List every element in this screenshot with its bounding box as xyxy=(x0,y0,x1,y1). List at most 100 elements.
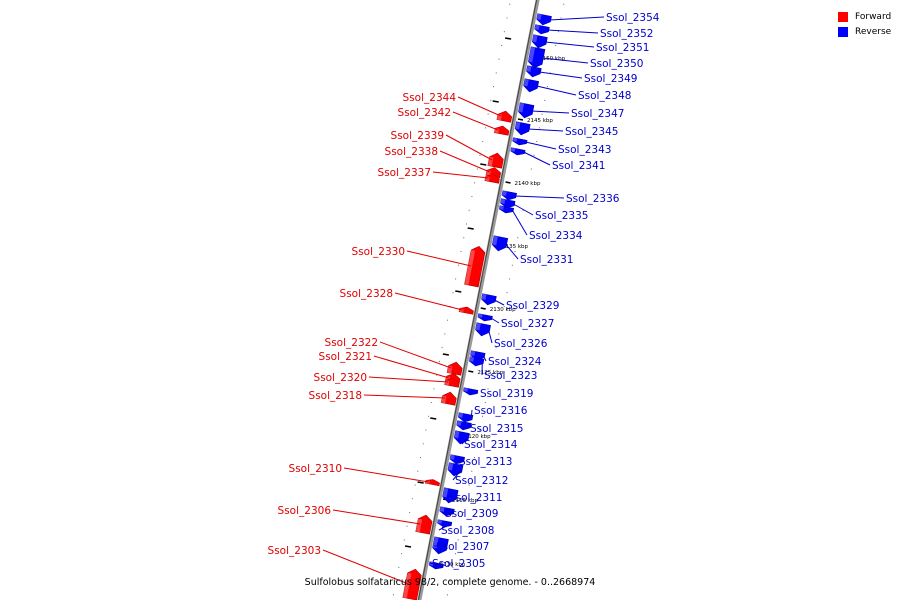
reverse-gene-12-highlight xyxy=(499,205,504,210)
forward-label-0-leader xyxy=(457,96,501,117)
reverse-label-3: Ssol_2350 xyxy=(590,58,643,70)
ruler-tick xyxy=(480,307,486,310)
forward-label-10-leader xyxy=(363,394,446,399)
reverse-gene-16-highlight xyxy=(475,322,481,331)
reverse-label-8: Ssol_2343 xyxy=(558,144,611,156)
reverse-gene-4 xyxy=(526,65,542,78)
forward-label-7-leader xyxy=(379,341,452,369)
reverse-label-10-leader xyxy=(514,195,565,199)
forward-label-8: Ssol_2321 xyxy=(319,351,372,363)
forward-label-12: Ssol_2306 xyxy=(278,505,332,517)
genome-backbone xyxy=(417,0,540,600)
reverse-label-0: Ssol_2354 xyxy=(606,12,660,24)
reverse-gene-2-highlight xyxy=(532,34,538,43)
forward-label-13-leader xyxy=(322,549,409,585)
forward-gene-9 xyxy=(444,377,460,388)
forward-gene-5 xyxy=(464,245,486,288)
forward-label-1: Ssol_2342 xyxy=(398,107,451,119)
reverse-label-13: Ssol_2331 xyxy=(520,254,573,266)
reverse-label-14: Ssol_2329 xyxy=(506,300,559,312)
ruler-tick xyxy=(505,181,511,184)
reverse-gene-3 xyxy=(528,46,546,69)
reverse-gene-15-highlight xyxy=(478,313,483,318)
reverse-label-5-leader xyxy=(536,85,577,96)
reverse-gene-25-highlight xyxy=(442,487,449,498)
forward-gene-12-highlight xyxy=(415,518,423,533)
forward-label-6-leader xyxy=(394,292,463,311)
forward-label-13: Ssol_2303 xyxy=(268,545,321,557)
forward-label-8-leader xyxy=(373,355,450,379)
ruler-tick xyxy=(468,370,474,373)
reverse-gene-12 xyxy=(498,205,515,214)
legend-label-forward: Forward xyxy=(855,11,892,22)
reverse-gene-23 xyxy=(449,454,465,465)
reverse-label-25: Ssol_2311 xyxy=(449,492,502,504)
forward-label-2: Ssol_2339 xyxy=(391,130,444,142)
reverse-gene-18-highlight xyxy=(469,356,475,362)
forward-label-2-leader xyxy=(445,134,493,161)
reverse-gene-14-highlight xyxy=(481,293,487,300)
legend-item-forward: Forward xyxy=(838,9,891,24)
reverse-label-27-leader xyxy=(438,523,451,531)
reverse-label-12: Ssol_2334 xyxy=(529,230,583,242)
forward-label-4-leader xyxy=(432,171,489,179)
reverse-gene-28 xyxy=(432,536,449,555)
reverse-gene-8 xyxy=(512,137,528,146)
reverse-label-20-leader xyxy=(470,409,473,419)
reverse-label-15: Ssol_2327 xyxy=(501,318,554,330)
reverse-label-17: Ssol_2324 xyxy=(488,356,542,368)
forward-tick xyxy=(404,545,412,548)
forward-gene-10 xyxy=(440,391,457,406)
reverse-label-20: Ssol_2316 xyxy=(474,405,528,417)
forward-label-9: Ssol_2320 xyxy=(314,372,367,384)
reverse-gene-1-highlight xyxy=(534,24,540,30)
reverse-swatch-icon xyxy=(838,26,848,37)
reverse-label-21: Ssol_2315 xyxy=(470,423,523,435)
reverse-label-11-leader xyxy=(513,203,534,216)
reverse-label-26-leader xyxy=(442,511,453,514)
forward-tick xyxy=(492,100,499,103)
forward-tick xyxy=(442,353,449,356)
forward-label-9-leader xyxy=(368,376,449,383)
forward-label-7: Ssol_2322 xyxy=(325,337,378,349)
ruler-label: 2140 kbp xyxy=(515,181,541,187)
reverse-gene-10-highlight xyxy=(502,190,507,196)
ruler-label: 2110 kbp xyxy=(439,562,465,568)
reverse-label-5: Ssol_2348 xyxy=(578,90,631,102)
reverse-label-6: Ssol_2347 xyxy=(571,108,624,120)
forward-label-1-leader xyxy=(452,111,499,131)
reverse-gene-17-highlight xyxy=(470,350,476,356)
forward-label-6: Ssol_2328 xyxy=(340,288,393,300)
reverse-gene-16 xyxy=(475,322,491,337)
forward-label-5-leader xyxy=(406,250,472,267)
reverse-gene-10 xyxy=(501,190,517,201)
forward-gene-4 xyxy=(484,173,500,184)
reverse-label-24: Ssol_2312 xyxy=(455,475,508,487)
reverse-gene-13-highlight xyxy=(492,235,498,246)
reverse-gene-1 xyxy=(534,24,550,35)
legend-item-reverse: Reverse xyxy=(838,24,891,39)
reverse-label-0-leader xyxy=(549,16,605,21)
reverse-gene-21-highlight xyxy=(456,420,462,426)
reverse-label-28: Ssol_2307 xyxy=(436,541,489,553)
reverse-gene-5 xyxy=(523,78,540,93)
genome-caption: Sulfolobus solfataricus 98/2, complete g… xyxy=(304,577,596,588)
reverse-gene-11 xyxy=(500,198,516,209)
reverse-gene-23-highlight xyxy=(450,454,455,460)
reverse-label-6-leader xyxy=(531,110,570,114)
reverse-gene-8-highlight xyxy=(512,137,518,142)
forward-gene-2-highlight xyxy=(487,156,494,167)
forward-tick xyxy=(480,163,487,166)
forward-label-3: Ssol_2338 xyxy=(385,146,438,158)
forward-label-3-leader xyxy=(439,150,490,173)
forward-label-5: Ssol_2330 xyxy=(352,246,405,258)
reverse-gene-11-highlight xyxy=(500,198,506,204)
legend-label-reverse: Reverse xyxy=(855,26,892,37)
forward-label-10: Ssol_2318 xyxy=(309,390,362,402)
reverse-label-9-leader xyxy=(523,151,551,166)
reverse-gene-3-highlight xyxy=(528,46,536,63)
forward-gene-12 xyxy=(415,514,433,535)
ruler-label: 2130 kbp xyxy=(490,307,516,313)
forward-label-12-leader xyxy=(332,509,421,525)
reverse-gene-4-highlight xyxy=(526,65,532,72)
